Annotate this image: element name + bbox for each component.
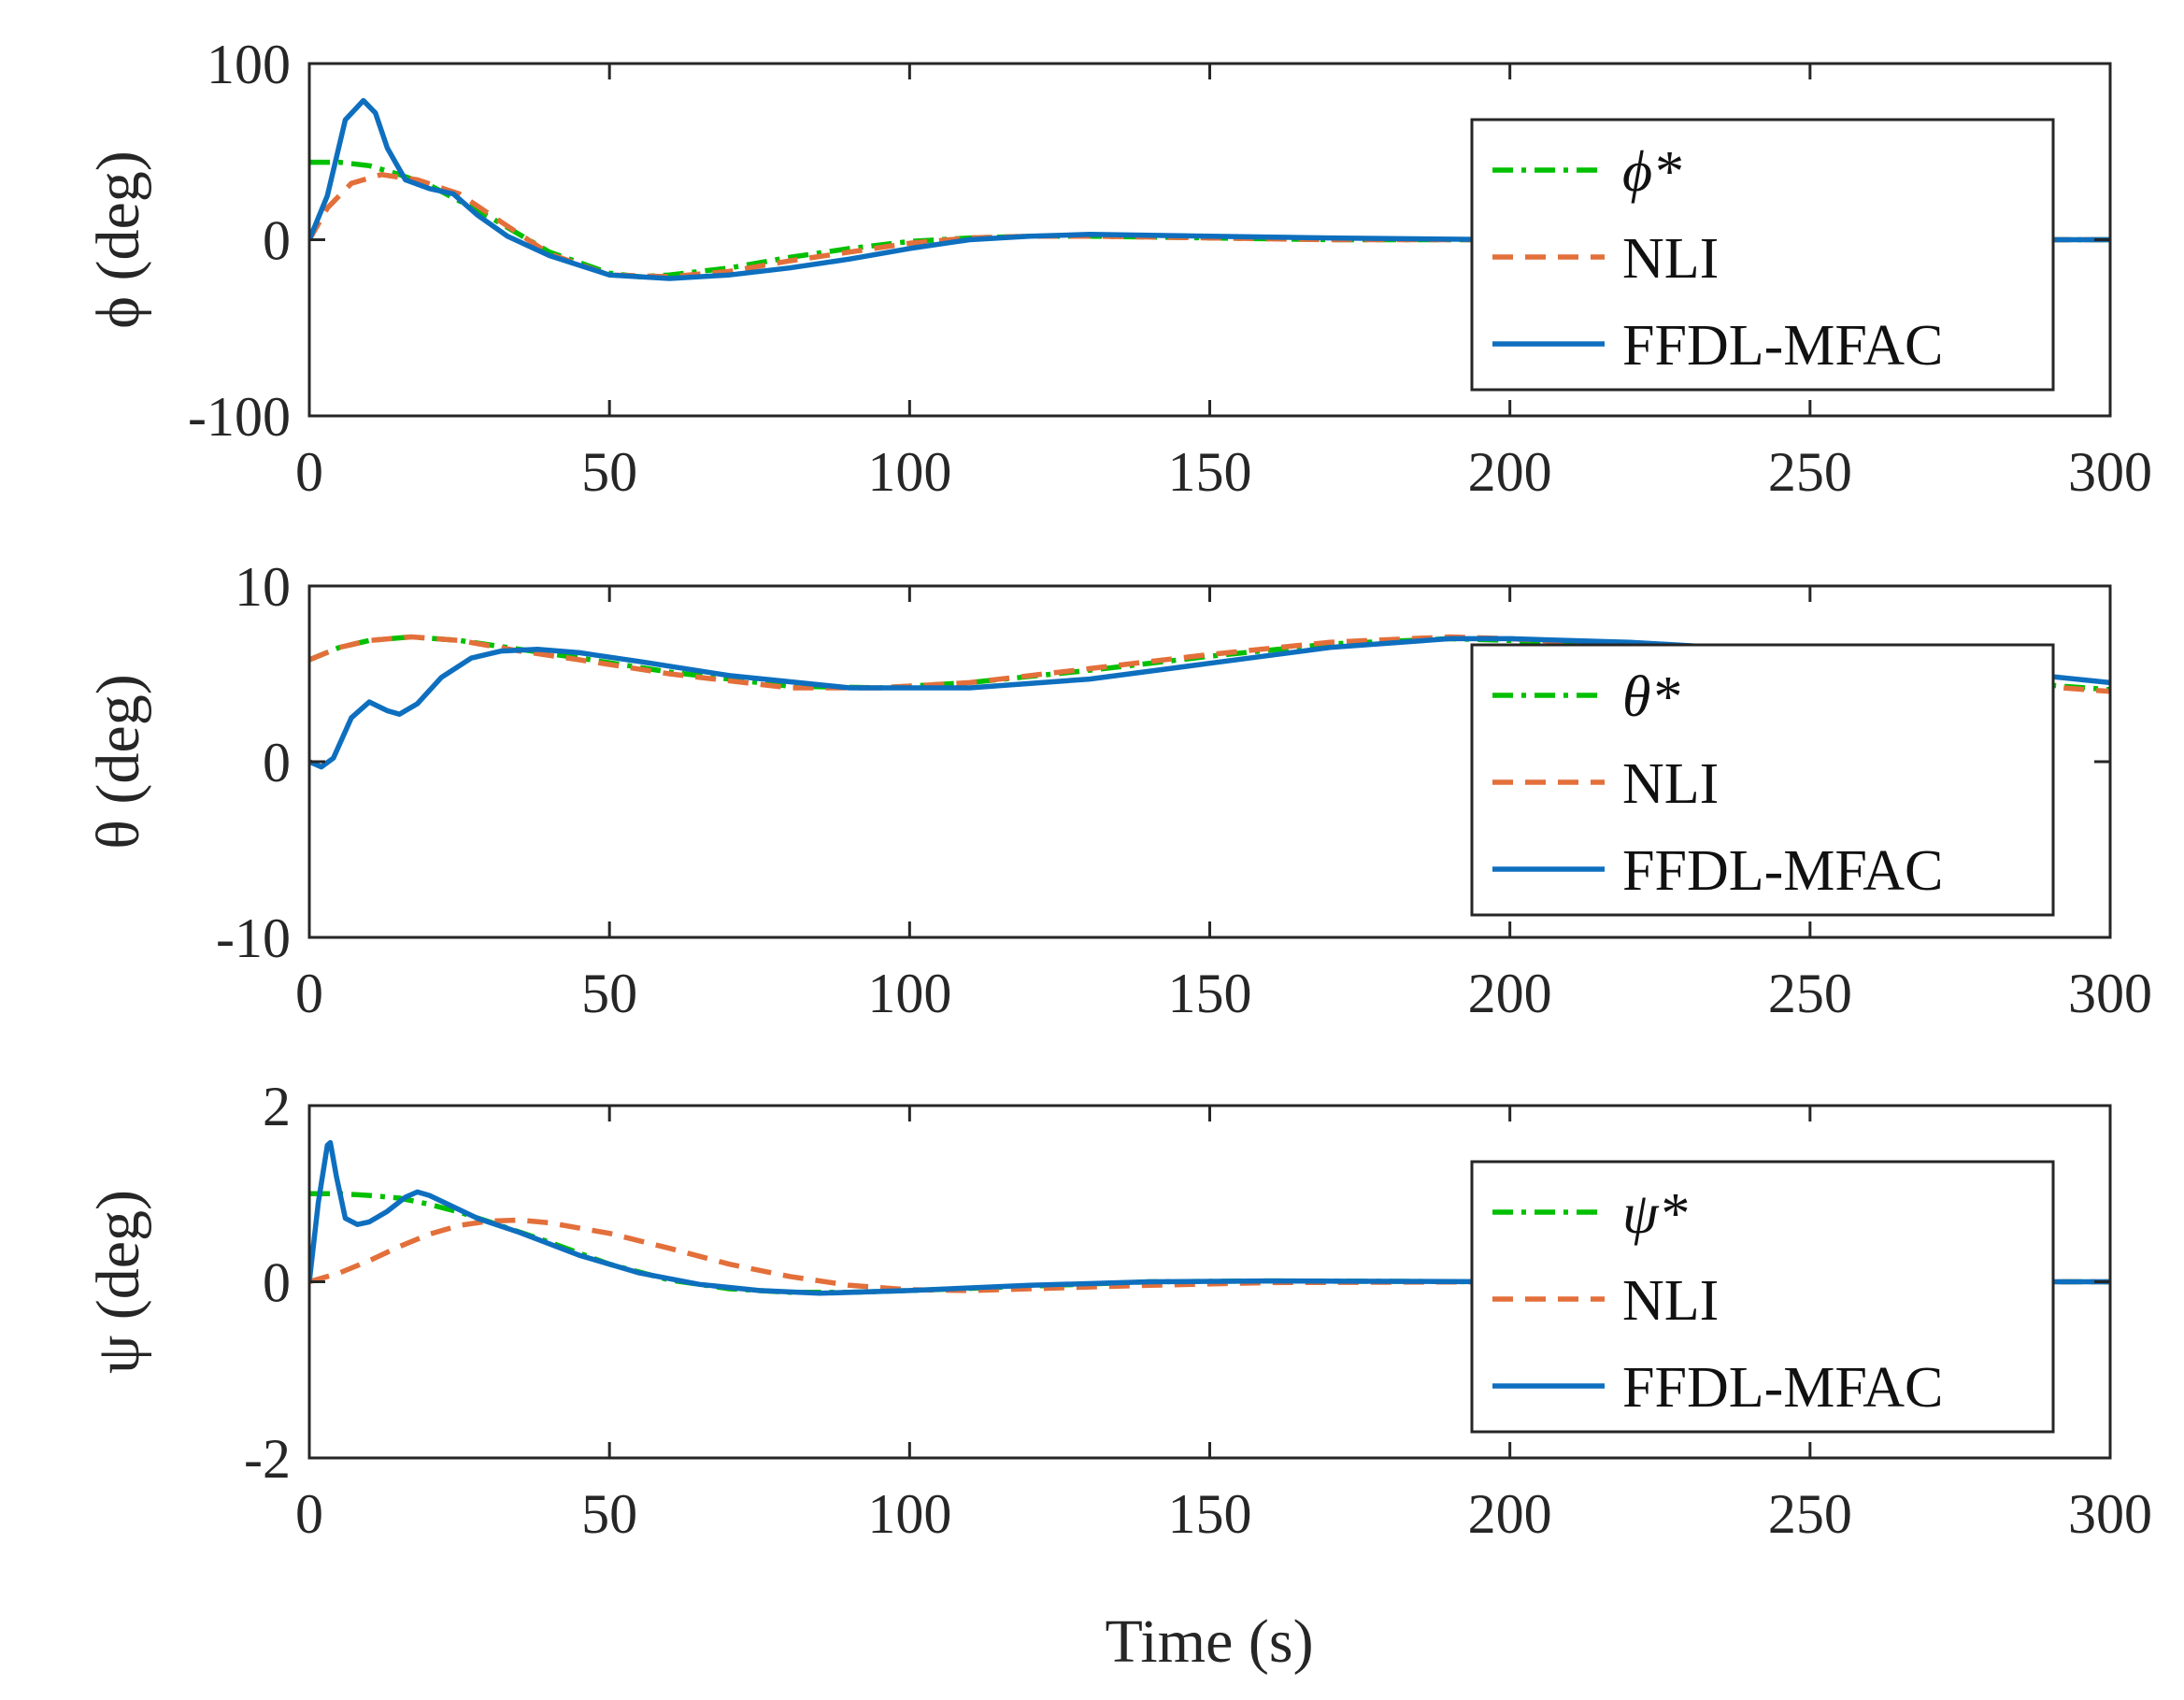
x-tick-label: 0	[295, 441, 323, 503]
x-tick-label: 150	[1168, 441, 1252, 503]
x-tick-label: 100	[867, 963, 951, 1024]
y-tick-label: -2	[244, 1428, 291, 1490]
series-line-nli	[309, 1217, 2110, 1293]
x-tick-label: 100	[867, 441, 951, 503]
x-tick-label: 250	[1768, 441, 1852, 503]
y-axis-title: θ (deg)	[84, 674, 152, 849]
x-tick-label: 250	[1768, 1483, 1852, 1545]
legend-label: FFDL-MFAC	[1622, 1356, 1943, 1420]
x-tick-label: 50	[581, 963, 637, 1024]
x-tick-label: 0	[295, 1483, 323, 1545]
y-tick-label: 0	[263, 210, 291, 272]
legend: θ* NLI FFDL-MFAC	[1470, 643, 2055, 917]
x-tick-label: 200	[1468, 1483, 1552, 1545]
y-tick-label: 100	[207, 34, 291, 95]
series-line-ffdl-mfac	[309, 97, 2110, 281]
x-tick-label: 300	[2068, 963, 2152, 1024]
legend-label: FFDL-MFAC	[1622, 314, 1943, 378]
x-tick-label: 300	[2068, 441, 2152, 503]
x-tick-label: 150	[1168, 963, 1252, 1024]
x-tick-label: 300	[2068, 1483, 2152, 1545]
y-tick-label: 0	[263, 1252, 291, 1314]
x-tick-label: 150	[1168, 1483, 1252, 1545]
legend-label: NLI	[1622, 1269, 1719, 1333]
y-tick-label: 2	[263, 1076, 291, 1137]
y-tick-label: -100	[188, 386, 291, 448]
legend-label: FFDL-MFAC	[1622, 839, 1943, 903]
x-tick-label: 0	[295, 963, 323, 1024]
x-tick-label: 100	[867, 1483, 951, 1545]
x-tick-label: 50	[581, 441, 637, 503]
legend-label: ϕ*	[1622, 140, 1681, 204]
y-axis-title: ϕ (deg)	[84, 150, 152, 329]
y-tick-label: 10	[235, 556, 291, 618]
legend-label: θ*	[1622, 665, 1679, 729]
series-line-ffdl-mfac	[309, 1139, 2110, 1296]
legend-label: NLI	[1622, 227, 1719, 291]
x-tick-label: 200	[1468, 441, 1552, 503]
y-tick-label: -10	[216, 907, 291, 969]
legend-label: NLI	[1622, 752, 1719, 816]
x-tick-label: 50	[581, 1483, 637, 1545]
legend: ψ* NLI FFDL-MFAC	[1470, 1160, 2055, 1434]
y-tick-label: 0	[263, 732, 291, 793]
legend-label: ψ*	[1622, 1182, 1688, 1246]
y-axis-title: ψ (deg)	[84, 1190, 152, 1374]
x-tick-label: 200	[1468, 963, 1552, 1024]
legend: ϕ* NLI FFDL-MFAC	[1470, 118, 2055, 392]
x-axis-title: Time (s)	[1105, 1607, 1313, 1676]
x-tick-label: 250	[1768, 963, 1852, 1024]
series-line-ffdl-mfac	[309, 636, 2110, 770]
